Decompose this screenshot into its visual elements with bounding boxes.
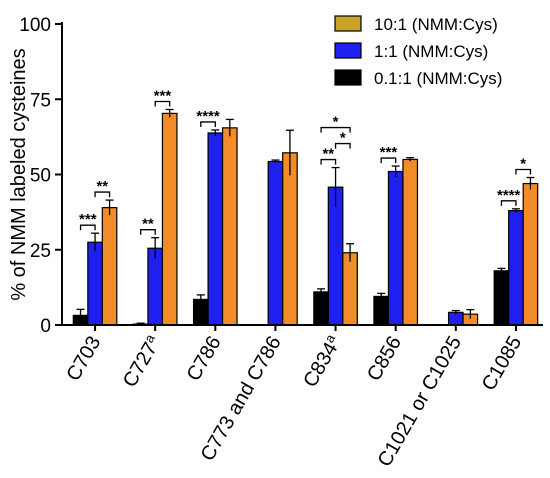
bar	[207, 132, 224, 326]
bar	[447, 311, 464, 326]
bar	[267, 160, 284, 326]
legend-label: 10:1 (NMM:Cys)	[374, 15, 498, 34]
bar	[87, 241, 103, 326]
significance-label: ***	[154, 87, 172, 104]
significance-label: ****	[497, 187, 521, 204]
significance-bracket	[79, 224, 96, 231]
bar	[221, 127, 238, 326]
legend: 10:1 (NMM:Cys) 1:1 (NMM:Cys) 0.1:1 (NMM:Cy…	[334, 15, 502, 88]
bar	[508, 210, 524, 326]
bar	[327, 186, 344, 326]
y-axis: 0 25 50 75 100	[19, 15, 63, 337]
significance-label: *	[520, 156, 526, 173]
significance-bracket	[140, 229, 156, 235]
bar	[101, 207, 118, 326]
bar	[147, 247, 164, 326]
error-bars	[76, 108, 535, 325]
significance-bracket	[334, 142, 351, 149]
significance-bracket	[200, 121, 216, 127]
significance-bracket	[515, 168, 532, 175]
significance-bracket	[500, 200, 517, 206]
significance-label: *	[333, 114, 339, 131]
bar	[161, 112, 178, 326]
x-tick-superscript: a	[321, 331, 338, 345]
significance-label: **	[142, 216, 154, 233]
x-tick-label: C727a	[117, 331, 166, 392]
significance-label: ***	[380, 144, 398, 161]
bar	[387, 170, 404, 326]
bar	[402, 158, 419, 326]
legend-label: 1:1 (NMM:Cys)	[374, 42, 488, 61]
significance-label: *	[340, 130, 346, 147]
significance-bracket	[94, 191, 111, 198]
significance-bracket	[154, 100, 171, 107]
x-tick-label: C856	[363, 333, 406, 385]
bar	[342, 252, 358, 326]
bar	[493, 270, 510, 326]
legend-swatch	[334, 69, 362, 86]
legend-label: 0.1:1 (NMM:Cys)	[374, 69, 502, 88]
y-tick-label: 0	[40, 316, 51, 337]
x-tick-label: C703	[62, 333, 105, 385]
significance-bracket	[380, 157, 397, 164]
significance-bracket	[320, 158, 337, 165]
bar	[373, 295, 390, 326]
legend-swatch	[334, 42, 362, 59]
significance-bracket	[320, 126, 351, 133]
y-tick-label: 100	[19, 15, 51, 36]
x-tick-label: C834a	[297, 331, 346, 392]
y-axis-label: % of NMM labeled cysteines	[8, 48, 30, 300]
significance-label: **	[322, 146, 334, 163]
bar	[282, 152, 298, 326]
significance-label: **	[96, 178, 108, 195]
x-tick-superscript: a	[141, 331, 158, 345]
bar	[313, 291, 329, 326]
significance-label: ****	[196, 108, 220, 125]
y-tick-label: 50	[30, 166, 51, 187]
bar	[522, 182, 539, 326]
significance-brackets: **************************	[79, 87, 532, 235]
x-tick-label: C786	[183, 333, 226, 385]
legend-swatch	[334, 15, 362, 32]
x-tick-label: C1085	[478, 333, 527, 395]
y-tick-label: 25	[30, 241, 51, 262]
significance-label: ***	[79, 211, 97, 228]
y-tick-label: 75	[30, 90, 51, 111]
